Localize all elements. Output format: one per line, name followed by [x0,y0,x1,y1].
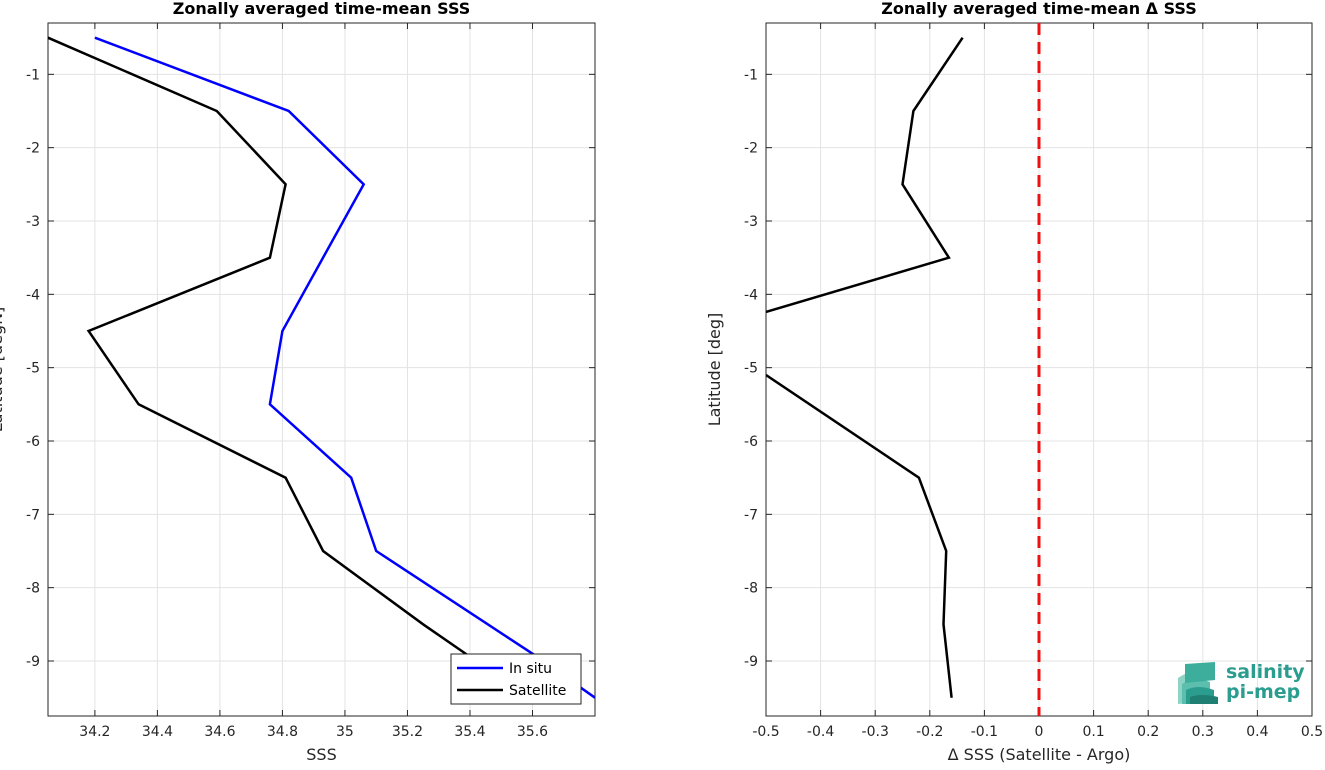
y-tick-label: -6 [744,434,758,450]
y-tick-label: -3 [744,214,758,230]
x-tick-label: 34.4 [142,724,173,740]
salinity-pimep-logo: salinity pi-mep [1178,661,1305,704]
x-tick-label: 0 [1035,724,1044,740]
y-tick-label: -4 [744,287,758,303]
y-axis-label: Latitude [deg] [705,313,724,427]
y-tick-label: -1 [744,67,758,83]
x-tick-label: 0.2 [1137,724,1159,740]
x-tick-label: 34.2 [79,724,110,740]
y-tick-label: -5 [744,361,758,377]
satellite-series-line [48,36,477,663]
sss-axes: 34.2 34.4 34.6 34.8 35 35.2 35.4 35.6 -1 -2 -3 -4 -5… [0,0,596,764]
legend: In situ Satellite [450,653,582,705]
in-situ-series-line [94,36,595,699]
delta-series-line [766,373,953,698]
x-axis-label: Δ SSS (Satellite - Argo) [948,745,1131,764]
y-tick-label: -1 [26,67,40,83]
logo-line2: pi-mep [1226,681,1300,703]
y-tick-label: -5 [26,361,40,377]
x-tick-label: 35.2 [392,724,423,740]
y-tick-label: -9 [744,654,758,670]
chart-title: Zonally averaged time-mean SSS [173,0,471,18]
x-tick-label: 0.1 [1082,724,1104,740]
x-tick-label: 35 [336,724,354,740]
y-tick-label: -8 [26,581,40,597]
legend-label: Satellite [509,683,566,699]
y-tick-label: -4 [26,287,40,303]
x-tick-label: 0.5 [1301,724,1323,740]
delta-series-line [766,37,964,314]
x-tick-label: 35.6 [517,724,548,740]
chart-title: Zonally averaged time-mean Δ SSS [881,0,1197,18]
y-axis-label: Latitude [degN] [0,307,6,433]
x-tick-label: 34.8 [267,724,298,740]
y-tick-label: -3 [26,214,40,230]
y-tick-label: -8 [744,581,758,597]
x-tick-label: 0.4 [1246,724,1268,740]
x-tick-label: -0.2 [916,724,943,740]
x-tick-label: 35.4 [454,724,485,740]
legend-box [450,653,582,705]
logo-line1: salinity [1226,661,1305,683]
x-tick-label: -0.5 [752,724,779,740]
y-tick-label: -6 [26,434,40,450]
y-tick-label: -9 [26,654,40,670]
x-tick-label: 0.3 [1192,724,1214,740]
delta-sss-axes: -0.5 -0.4 -0.3 -0.2 -0.1 0 0.1 0.2 0.3 0.4 0.5 -1 -2… [705,0,1323,764]
x-tick-label: -0.4 [807,724,834,740]
y-tick-label: -7 [26,507,40,523]
y-tick-label: -7 [744,507,758,523]
x-tick-label: 34.6 [204,724,235,740]
y-tick-label: -2 [744,141,758,157]
wave-logo-icon [1178,662,1218,704]
x-axis-label: SSS [306,745,336,764]
x-tick-label: -0.3 [862,724,889,740]
legend-label: In situ [509,661,552,677]
x-tick-label: -0.1 [971,724,998,740]
y-tick-label: -2 [26,141,40,157]
axes-frame [47,22,596,717]
